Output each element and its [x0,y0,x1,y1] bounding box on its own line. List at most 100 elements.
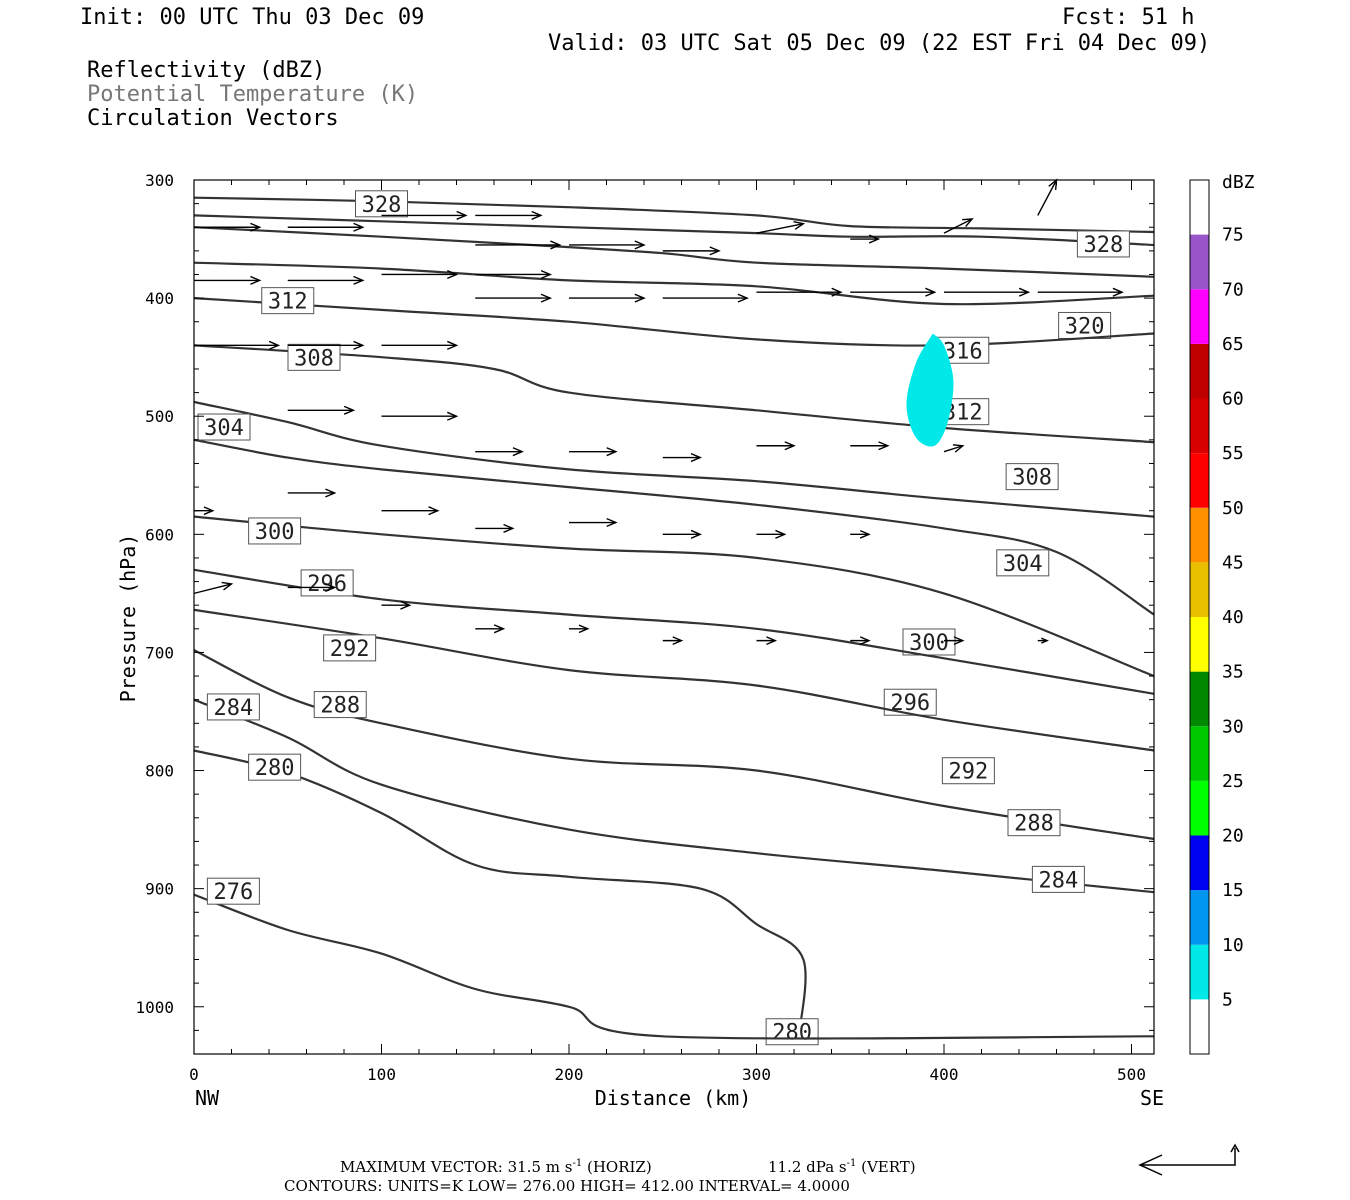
contour-label-box [248,517,302,545]
circulation-vector [475,269,553,280]
y-tick-label: 800 [145,762,174,781]
circulation-vector [569,624,590,634]
contour-300 [193,515,1155,678]
circulation-vector [381,340,459,350]
contour-label-304: 304 [204,416,244,441]
endpoint-right: SE [1140,1086,1164,1110]
colorbar-swatch [1190,507,1209,563]
circulation-vector [287,405,356,415]
circulation-vector [850,636,871,645]
colorbar-swatch [1190,890,1209,945]
x-tick-label: 0 [189,1065,199,1084]
y-tick-label: 600 [145,525,174,544]
contour-label-276: 276 [214,880,254,905]
contour-label-328: 328 [1084,233,1124,258]
colorbar-level-label: 70 [1222,279,1244,300]
y-tick-label: 400 [145,289,174,308]
contour-296 [193,568,1155,695]
circulation-vector [381,210,468,220]
contour-info: CONTOURS: UNITS=K LOW= 276.00 HIGH= 412.… [284,1177,850,1195]
contour-label-box [206,693,260,721]
contour-label-box [765,1018,819,1046]
reference-vector [1138,1143,1240,1176]
circulation-vector [381,600,412,610]
contour-280 [193,749,807,1043]
x-axis-title: Distance (km) [595,1086,752,1110]
circulation-vector [850,287,937,297]
colorbar-level-label: 20 [1222,826,1244,847]
x-tick-label: 200 [555,1065,584,1084]
contour-316 [193,297,1155,347]
circulation-vector [194,275,262,285]
colorbar-swatch [1190,289,1209,344]
colorbar-swatch [1190,944,1209,1000]
y-tick-label: 900 [145,880,174,899]
y-axis-title: Pressure (hPa) [116,534,140,703]
circulation-vector [850,529,871,539]
colorbar-level-label: 5 [1222,989,1233,1010]
contour-label-284: 284 [1039,868,1079,893]
contour-label-box [197,413,251,441]
colorbar-swatch [1190,726,1209,781]
circulation-vector [662,453,703,463]
colorbar-swatch [1190,398,1209,454]
circulation-vector [662,636,684,645]
contour-320 [193,261,1155,306]
contour-label-280: 280 [772,1021,812,1046]
contour-312 [193,344,1155,444]
contour-label-288: 288 [1014,812,1054,837]
circulation-vector [475,210,543,220]
colorbar-border [1189,179,1210,1055]
x-tick-label: 100 [367,1065,396,1084]
contour-label-292: 292 [949,760,989,785]
circulation-vector [287,582,337,593]
circulation-vector [193,581,234,595]
circulation-vector [756,441,796,451]
colorbar-swatch [1190,617,1209,672]
field-potential-temperature: Potential Temperature (K) [87,82,418,107]
contour-276 [193,893,1155,1040]
contour-label-284: 284 [214,696,254,721]
colorbar-swatch [1190,562,1209,617]
plot-frame [193,179,1155,1055]
colorbar-level-label: 25 [1222,771,1244,792]
circulation-vector [381,411,459,421]
endpoint-left: NW [195,1086,220,1110]
colorbar-level-label: 75 [1222,225,1244,246]
contour-label-box [1058,311,1112,339]
circulation-vector [287,488,337,498]
contour-label-box [902,628,956,656]
contour-308 [193,400,1155,518]
circulation-vector [850,234,881,244]
circulation-vector [475,523,515,533]
circulation-vector [194,222,262,232]
circulation-vector [475,447,524,457]
contour-label-308: 308 [294,346,334,371]
contour-label-box [323,634,377,662]
colorbar-level-label: 65 [1222,334,1244,355]
colorbar-swatch [1190,835,1209,891]
colorbar-title: dBZ [1222,172,1255,193]
y-tick-label: 300 [145,171,174,190]
colorbar-level-label: 30 [1222,716,1244,737]
contour-label-box [313,691,367,719]
circulation-vector [944,636,965,645]
contour-label-box [1007,809,1061,837]
circulation-vector [756,287,843,297]
colorbar-swatch [1190,180,1209,235]
circulation-vector [944,287,1031,297]
contour-label-box [287,343,341,371]
y-tick-label: 1000 [135,998,174,1017]
colorbar-level-label: 15 [1222,880,1244,901]
circulation-vector [1037,287,1124,297]
contour-label-box [941,757,995,785]
circulation-vector [756,529,787,539]
circulation-vector [569,240,646,250]
circulation-vector [381,506,440,516]
contour-label-box [206,877,260,905]
x-tick-label: 300 [742,1065,771,1084]
valid-time: Valid: 03 UTC Sat 05 Dec 09 (22 EST Fri … [548,31,1210,56]
circulation-vector [662,246,721,256]
colorbar-swatch [1190,343,1209,399]
